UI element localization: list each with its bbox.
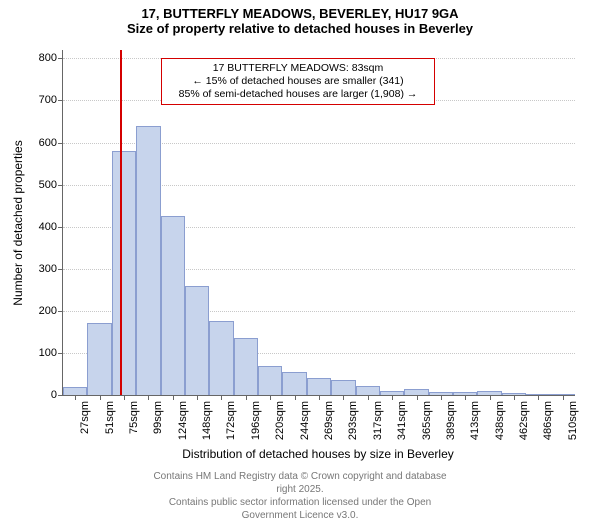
bar	[282, 372, 306, 395]
bar	[209, 321, 233, 395]
plot-area: 010020030040050060070080027sqm51sqm75sqm…	[62, 50, 575, 396]
xtick-label: 244sqm	[299, 401, 311, 440]
xtick-mark	[441, 395, 442, 400]
xtick-mark	[514, 395, 515, 400]
xtick-label: 413sqm	[469, 401, 481, 440]
xtick-label: 196sqm	[250, 401, 262, 440]
bar	[63, 387, 87, 395]
bar	[185, 286, 209, 395]
xtick-mark	[417, 395, 418, 400]
xtick-label: 389sqm	[445, 401, 457, 440]
xtick-mark	[173, 395, 174, 400]
xtick-label: 341sqm	[396, 401, 408, 440]
bar	[87, 323, 111, 395]
annotation-line: ← 15% of detached houses are smaller (34…	[165, 75, 431, 88]
xtick-mark	[538, 395, 539, 400]
xtick-mark	[295, 395, 296, 400]
xtick-label: 293sqm	[347, 401, 359, 440]
xtick-label: 27sqm	[79, 401, 91, 434]
xtick-mark	[75, 395, 76, 400]
xtick-mark	[490, 395, 491, 400]
xtick-mark	[319, 395, 320, 400]
footer-line-1: Contains HM Land Registry data © Crown c…	[150, 470, 450, 496]
bar	[112, 151, 136, 395]
title-line-1: 17, BUTTERFLY MEADOWS, BEVERLEY, HU17 9G…	[0, 0, 600, 21]
ytick-label: 100	[39, 347, 63, 359]
ytick-label: 600	[39, 137, 63, 149]
xtick-label: 510sqm	[567, 401, 579, 440]
xtick-mark	[343, 395, 344, 400]
xtick-mark	[221, 395, 222, 400]
xtick-label: 124sqm	[177, 401, 189, 440]
xtick-mark	[197, 395, 198, 400]
xtick-label: 220sqm	[274, 401, 286, 440]
annotation-line: 17 BUTTERFLY MEADOWS: 83sqm	[165, 62, 431, 75]
y-axis-label: Number of detached properties	[11, 140, 25, 305]
ytick-label: 800	[39, 52, 63, 64]
xtick-mark	[100, 395, 101, 400]
xtick-label: 269sqm	[323, 401, 335, 440]
annotation-line: 85% of semi-detached houses are larger (…	[165, 88, 431, 101]
x-axis-label: Distribution of detached houses by size …	[182, 447, 453, 461]
xtick-label: 462sqm	[518, 401, 530, 440]
xtick-mark	[124, 395, 125, 400]
ytick-label: 0	[51, 389, 63, 401]
xtick-mark	[270, 395, 271, 400]
bar	[258, 366, 282, 395]
bar	[161, 216, 185, 395]
xtick-label: 75sqm	[128, 401, 140, 434]
xtick-label: 148sqm	[201, 401, 213, 440]
bar	[356, 386, 380, 395]
ytick-label: 300	[39, 263, 63, 275]
xtick-label: 365sqm	[421, 401, 433, 440]
bar	[234, 338, 258, 395]
xtick-mark	[392, 395, 393, 400]
xtick-label: 438sqm	[494, 401, 506, 440]
marker-line	[120, 50, 122, 395]
xtick-label: 51sqm	[104, 401, 116, 434]
footer: Contains HM Land Registry data © Crown c…	[150, 470, 450, 522]
xtick-label: 99sqm	[152, 401, 164, 434]
xtick-label: 172sqm	[225, 401, 237, 440]
xtick-label: 317sqm	[372, 401, 384, 440]
bar	[136, 126, 160, 395]
xtick-mark	[368, 395, 369, 400]
ytick-label: 500	[39, 179, 63, 191]
ytick-label: 200	[39, 305, 63, 317]
xtick-mark	[246, 395, 247, 400]
xtick-mark	[465, 395, 466, 400]
ytick-label: 400	[39, 221, 63, 233]
xtick-mark	[148, 395, 149, 400]
ytick-label: 700	[39, 94, 63, 106]
xtick-label: 486sqm	[542, 401, 554, 440]
bar	[331, 380, 355, 395]
annotation-box: 17 BUTTERFLY MEADOWS: 83sqm← 15% of deta…	[161, 58, 435, 105]
title-line-2: Size of property relative to detached ho…	[0, 21, 600, 36]
xtick-mark	[563, 395, 564, 400]
bar	[307, 378, 331, 395]
